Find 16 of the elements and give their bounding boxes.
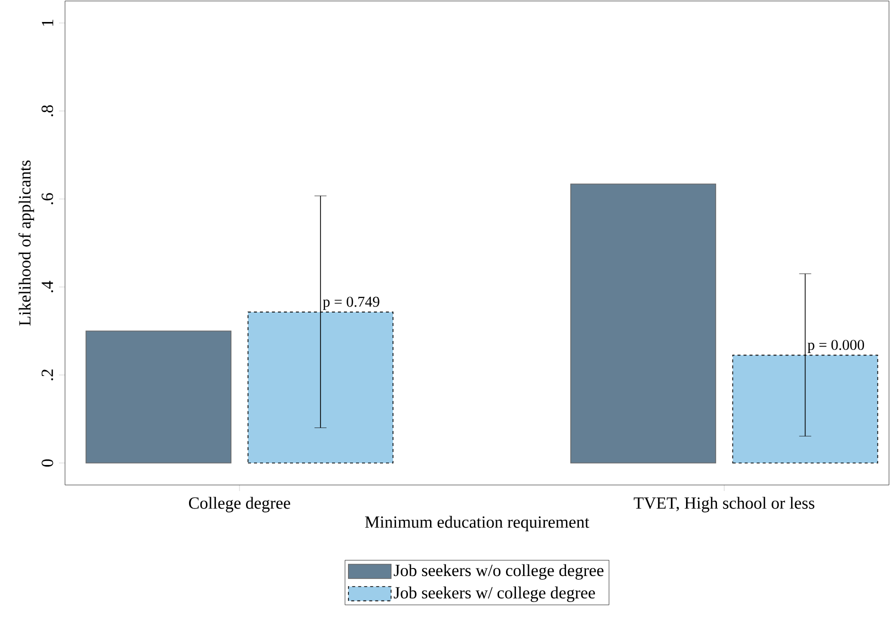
y-tick-label: .2 xyxy=(42,370,54,380)
x-tick-label: College degree xyxy=(188,496,290,512)
y-tick-label: .4 xyxy=(42,280,54,292)
x-axis-title: Minimum education requirement xyxy=(365,516,590,532)
legend-label: Job seekers w/ college degree xyxy=(394,586,595,602)
legend-label: Job seekers w/o college degree xyxy=(394,564,604,580)
x-tick-label: TVET, High school or less xyxy=(634,496,814,512)
annotation: p = 0.000 xyxy=(808,340,864,353)
y-axis-title: Likelihood of applicants xyxy=(18,160,34,326)
annotation: p = 0.749 xyxy=(322,296,380,310)
bar xyxy=(570,184,716,464)
bar xyxy=(86,330,232,464)
y-tick-label: 1 xyxy=(42,20,54,26)
y-tick-label: 0 xyxy=(42,459,54,467)
y-tick-label: .6 xyxy=(42,193,54,204)
y-tick-label: .8 xyxy=(42,105,54,116)
